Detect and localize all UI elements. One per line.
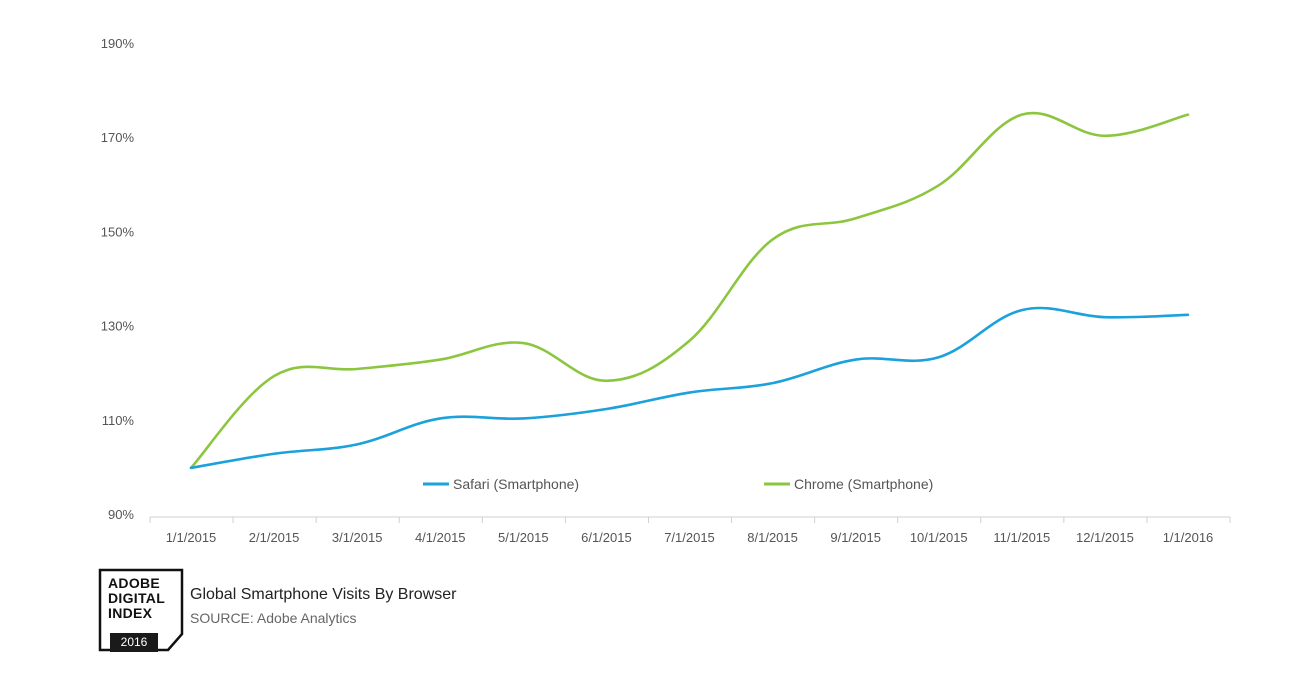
x-tick-label: 8/1/2015 [747,530,798,545]
chart-title: Global Smartphone Visits By Browser [190,586,457,603]
badge-line-3: INDEX [108,605,153,621]
series-line-chrome-smartphone [189,111,1190,470]
chart-footer: ADOBE DIGITAL INDEX 2016 Global Smartpho… [98,568,598,658]
legend-label: Safari (Smartphone) [453,476,579,492]
x-tick-label: 1/1/2015 [166,530,217,545]
x-tick-label: 3/1/2015 [332,530,383,545]
y-tick-label: 110% [102,413,135,428]
chart-source: SOURCE: Adobe Analytics [190,610,357,626]
series-layer [189,111,1190,470]
x-tick-label: 7/1/2015 [664,530,715,545]
y-tick-label: 90% [108,507,134,522]
x-tick-label: 12/1/2015 [1076,530,1134,545]
x-tick-label: 9/1/2015 [830,530,881,545]
x-tick-label: 6/1/2015 [581,530,632,545]
legend: Safari (Smartphone) Chrome (Smartphone) [423,476,933,492]
badge-frame [98,568,184,652]
series-line-safari-smartphone [189,306,1190,470]
legend-label: Chrome (Smartphone) [794,476,933,492]
y-tick-label: 190% [101,36,135,51]
x-tick-label: 2/1/2015 [249,530,300,545]
x-tick-label: 11/1/2015 [993,530,1050,545]
x-axis: 1/1/2015 2/1/2015 3/1/2015 4/1/2015 5/1/2015… [149,516,1231,545]
y-tick-label: 130% [101,319,135,334]
y-tick-label: 170% [101,130,135,145]
badge-line-1: ADOBE [108,575,161,591]
x-tick-label: 5/1/2015 [498,530,549,545]
x-tick-label: 4/1/2015 [415,530,466,545]
badge-year: 2016 [110,633,158,652]
x-tick-label: 10/1/2015 [910,530,968,545]
y-tick-label: 150% [101,224,135,239]
adobe-digital-index-logo: ADOBE DIGITAL INDEX 2016 [98,568,184,652]
badge-line-2: DIGITAL [108,590,166,606]
y-axis: 90% 110% 130% 150% 170% 190% [101,36,135,522]
x-tick-label: 1/1/2016 [1163,530,1214,545]
line-chart: 90% 110% 130% 150% 170% 190% 1/1/2015 2/1/2015… [101,36,1231,545]
badge-wordmark: ADOBE DIGITAL INDEX [108,576,165,621]
